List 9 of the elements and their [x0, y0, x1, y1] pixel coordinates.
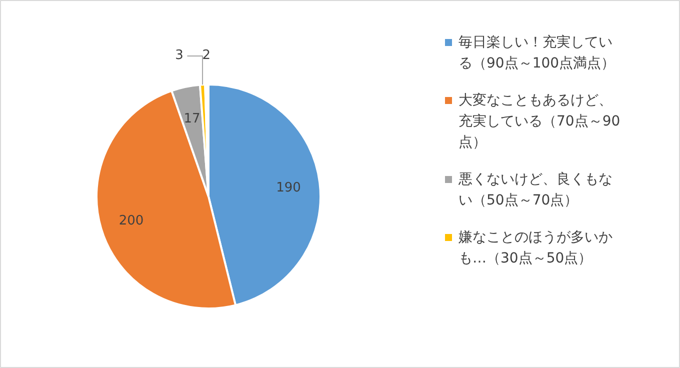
data-label: 200 — [118, 214, 144, 229]
data-label: 190 — [276, 180, 301, 196]
legend-label: 大変なこともあるけど、充実している（70点～90点） — [458, 92, 620, 150]
legend-label: 毎日楽しい！充実している（90点～100点満点） — [458, 34, 616, 72]
data-label: 2 — [202, 48, 211, 63]
legend-label: 嫌なことのほうが多いかも…（30点～50点） — [458, 230, 612, 266]
data-label: 3 — [175, 48, 184, 64]
data-label: 17 — [184, 112, 200, 127]
legend-label: 悪くないけど、良くもない（50点～70点） — [458, 172, 612, 208]
